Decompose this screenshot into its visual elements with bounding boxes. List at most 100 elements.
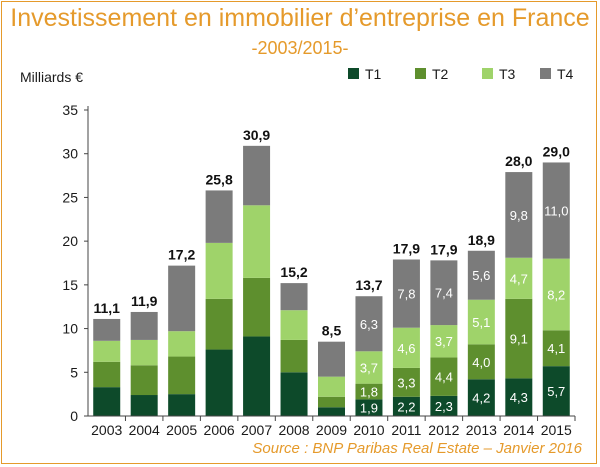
legend-swatch	[540, 68, 551, 79]
bar-segment	[318, 376, 345, 397]
segment-label: 11,0	[544, 204, 568, 219]
total-label: 17,9	[430, 241, 457, 257]
bar-segment	[542, 258, 570, 331]
bar-segment	[318, 407, 345, 416]
bar-segment	[130, 395, 158, 416]
bar-segment	[243, 145, 271, 206]
y-tick-label: 30	[62, 146, 78, 162]
bar-segment	[93, 318, 121, 341]
x-tick-label: 2012	[428, 422, 459, 438]
x-tick-label: 2010	[353, 422, 384, 438]
segment-label: 2,2	[397, 399, 415, 414]
x-tick-label: 2015	[541, 422, 572, 438]
segment-label: 3,7	[435, 334, 453, 349]
segment-label: 3,3	[397, 375, 415, 390]
y-axis: 0 5 10 15 20 25 30 35	[62, 102, 89, 424]
chart-title: Investissement en immobilier d’entrepris…	[10, 4, 590, 32]
bar-segment	[430, 357, 458, 396]
y-tick-label: 25	[62, 189, 78, 205]
bar-segment	[467, 299, 495, 345]
bar-segment	[392, 367, 420, 397]
total-label: 30,9	[243, 127, 270, 143]
bar-segment	[168, 331, 196, 357]
total-label: 11,1	[93, 300, 120, 316]
legend-swatch	[415, 68, 426, 79]
x-tick-label: 2011	[391, 422, 421, 438]
y-tick-label: 15	[62, 277, 78, 293]
bar-segment	[430, 325, 458, 358]
bar-segment	[542, 330, 570, 367]
x-tick-label: 2004	[129, 422, 160, 438]
x-tick-label: 2008	[278, 422, 309, 438]
legend: T1 T2 T3 T4	[348, 66, 574, 82]
segment-label: 4,6	[397, 341, 415, 356]
bar-segment	[505, 257, 533, 299]
segment-label: 9,8	[510, 208, 528, 223]
segment-label: 5,1	[472, 315, 490, 330]
legend-label: T1	[365, 66, 382, 82]
x-tick-label: 2005	[166, 422, 197, 438]
bar-segment	[430, 395, 458, 416]
segment-label: 7,4	[435, 286, 453, 301]
bar-segment	[205, 190, 233, 243]
y-tick-label: 35	[62, 102, 78, 118]
segment-label: 4,4	[435, 370, 453, 385]
total-label: 11,9	[131, 293, 158, 309]
total-label: 8,5	[322, 323, 342, 339]
x-tick-label: 2013	[466, 422, 497, 438]
bar-segment	[93, 387, 121, 416]
bar-segment	[467, 344, 495, 380]
bar-segment	[243, 336, 271, 416]
bar-segment	[318, 341, 345, 377]
bars: 11,1 11,9 17,2 25,8 30,9 15,2 8,5 1,91,8 3,7 6,3 1…	[93, 127, 570, 416]
bar-segment	[355, 296, 383, 352]
total-label: 17,2	[168, 247, 195, 263]
total-label: 18,9	[468, 232, 495, 248]
segment-label: 7,8	[397, 287, 415, 302]
bar-segment	[243, 277, 271, 337]
legend-label: T2	[432, 66, 449, 82]
segment-label: 3,7	[360, 360, 378, 375]
segment-label: 1,9	[360, 401, 378, 416]
total-label: 25,8	[205, 171, 232, 187]
bar-segment	[392, 327, 420, 368]
segment-label: 1,8	[360, 385, 378, 400]
y-tick-label: 10	[62, 321, 78, 337]
bar-segment	[318, 396, 345, 408]
bar-segment	[392, 259, 420, 328]
segment-label: 4,2	[472, 391, 490, 406]
bar-segment	[467, 250, 495, 300]
segment-label: 4,3	[510, 390, 528, 405]
y-axis-label: Milliards €	[20, 69, 83, 85]
bar-segment	[355, 383, 383, 400]
x-tick-label: 2014	[503, 422, 534, 438]
segment-label: 6,3	[360, 317, 378, 332]
legend-label: T3	[499, 66, 516, 82]
bar-segment	[355, 399, 383, 416]
segment-label: 4,0	[472, 355, 490, 370]
legend-swatch	[348, 68, 359, 79]
bar-segment	[93, 361, 121, 388]
bar-segment	[280, 283, 308, 311]
bar-segment	[280, 310, 308, 340]
y-tick-label: 5	[70, 364, 78, 380]
segment-label: 5,7	[547, 384, 565, 399]
x-axis: 2003 2004 2005 2006 2007 2008 2009 2010 2011 2012…	[88, 415, 576, 438]
bar-segment	[542, 366, 570, 416]
segment-label: 4,7	[510, 271, 528, 286]
y-tick-label: 20	[62, 233, 78, 249]
segment-label: 8,2	[547, 287, 565, 302]
bar-segment	[542, 162, 570, 259]
x-tick-label: 2007	[241, 422, 272, 438]
bar-segment	[505, 378, 533, 416]
bar-segment	[205, 298, 233, 350]
bar-segment	[280, 372, 308, 416]
segment-label: 4,1	[547, 341, 565, 356]
bar-segment	[243, 205, 271, 278]
bar-segment	[168, 356, 196, 395]
total-label: 28,0	[505, 153, 532, 169]
segment-label: 2,3	[435, 399, 453, 414]
segment-label: 5,6	[472, 268, 490, 283]
legend-swatch	[482, 68, 493, 79]
